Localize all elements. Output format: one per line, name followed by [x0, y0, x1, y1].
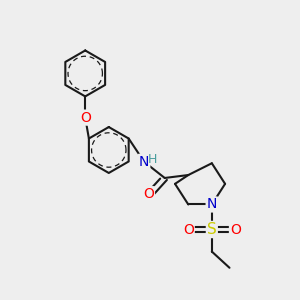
Text: N: N — [139, 155, 149, 169]
Text: O: O — [183, 223, 194, 236]
Text: H: H — [148, 153, 157, 166]
Text: O: O — [143, 187, 154, 201]
Text: S: S — [207, 222, 217, 237]
Text: O: O — [230, 223, 241, 236]
Text: N: N — [207, 197, 217, 212]
Text: O: O — [80, 111, 91, 124]
